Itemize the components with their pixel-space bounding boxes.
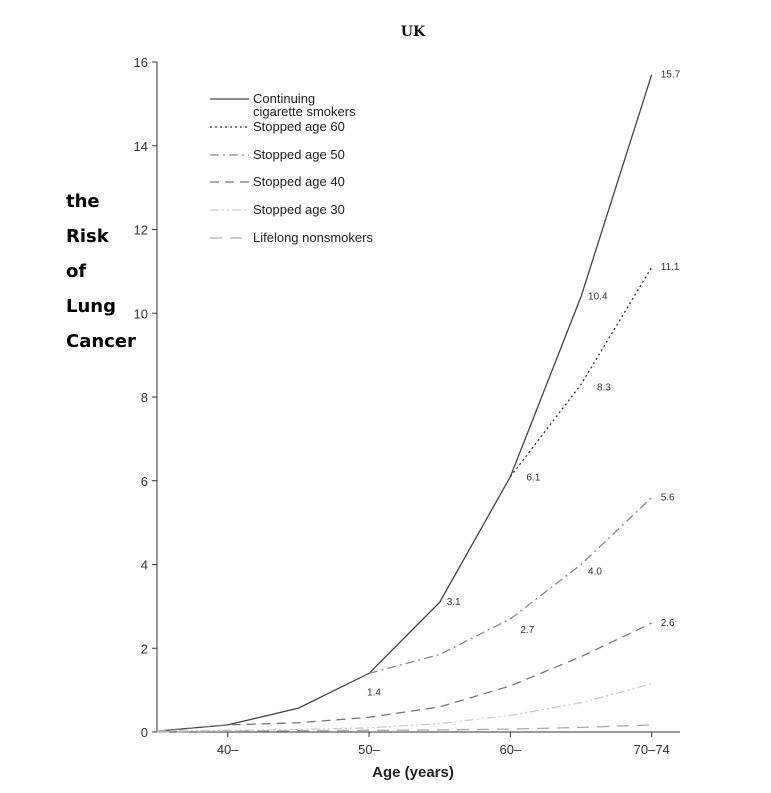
x-tick-label: 40–: [217, 742, 239, 757]
series-line-4: [156, 683, 652, 732]
x-tick-label: 60–: [500, 742, 522, 757]
x-tick-label: 70–74: [634, 742, 670, 757]
data-label: 2.6: [661, 618, 675, 629]
y-axis-label-line: Cancer: [66, 331, 136, 352]
series-line-5: [156, 724, 652, 733]
data-label: 8.3: [597, 382, 611, 393]
y-tick-label: 6: [141, 474, 148, 489]
y-axis-label-line: Risk: [66, 226, 109, 247]
legend-entry: Lifelong nonsmokers: [253, 230, 373, 245]
series-layer: [156, 74, 653, 733]
x-axis-label: Age (years): [372, 764, 454, 781]
y-tick-label: 8: [141, 390, 148, 405]
x-tick-label: 50–: [358, 742, 380, 757]
y-tick-label: 10: [134, 306, 148, 321]
legend-entry: cigarette smokers: [253, 104, 356, 119]
axes: 0 2 4 6 8 10 12 14 16 40– 50– 60– 70–74: [134, 55, 680, 757]
data-label: 1.4: [367, 687, 381, 698]
y-tick-label: 0: [141, 725, 148, 740]
y-tick-label: 4: [141, 558, 148, 573]
series-line-1: [509, 266, 653, 477]
data-label: 4.0: [588, 567, 602, 578]
y-tick-label: 2: [141, 641, 148, 656]
data-label: 15.7: [661, 70, 681, 81]
data-label: 3.1: [447, 597, 461, 608]
legend-entry: Stopped age 50: [253, 147, 345, 162]
chart-title: UK: [401, 24, 426, 40]
y-axis-label: the Risk of Lung Cancer: [66, 184, 136, 359]
series-line-0: [156, 74, 653, 732]
legend-entry: Stopped age 30: [253, 202, 345, 217]
y-axis-label-line: the: [66, 191, 100, 212]
data-label: 10.4: [588, 292, 608, 303]
data-label: 11.1: [661, 262, 680, 273]
y-tick-label: 14: [134, 139, 148, 154]
series-line-3: [156, 622, 652, 732]
y-tick-label: 16: [134, 55, 148, 70]
data-labels: 15.7 11.1 10.4 8.3 6.1 5.6 4.0 3.1 2.7 2.6 1.4: [367, 70, 681, 699]
data-label: 5.6: [661, 493, 675, 504]
y-axis-label-line: Lung: [66, 296, 116, 317]
legend-entry: Continuing: [253, 91, 315, 106]
series-line-2: [368, 497, 653, 675]
legend-entry: Stopped age 60: [253, 119, 345, 134]
legend-entry: Stopped age 40: [253, 174, 345, 189]
data-label: 2.7: [520, 625, 534, 636]
y-axis-label-line: of: [66, 261, 87, 282]
y-tick-label: 12: [134, 223, 148, 238]
data-label: 6.1: [526, 473, 540, 484]
